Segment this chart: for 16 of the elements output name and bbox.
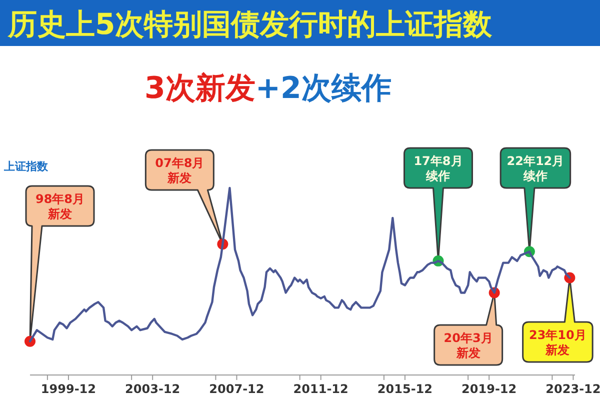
annotation: 23年10月新发 — [529, 328, 586, 357]
annotation: 20年3月新发 — [444, 331, 493, 360]
text: 22年12月续作 — [506, 154, 564, 183]
x-tick-label: 1999-12 — [40, 382, 96, 396]
x-tick-label: 2003-12 — [125, 382, 180, 396]
y-axis-title: 上证指数 — [3, 160, 49, 173]
chart-title: 历史上5次特别国债发行时的上证指数 — [7, 7, 494, 41]
x-tick-label: 2011-12 — [293, 382, 348, 396]
x-tick-label: 2015-12 — [377, 382, 433, 396]
x-tick-label: 2019-12 — [462, 382, 517, 396]
chart-subtitle: 3次新发+2次续作 — [144, 71, 392, 106]
text: 17年8月续作 — [414, 154, 463, 183]
annotation: 98年8月新发 — [35, 192, 85, 221]
x-tick-label: 2023-12 — [546, 382, 600, 396]
x-tick-label: 2007-12 — [209, 382, 264, 396]
text: 07年8月新发 — [155, 156, 204, 185]
